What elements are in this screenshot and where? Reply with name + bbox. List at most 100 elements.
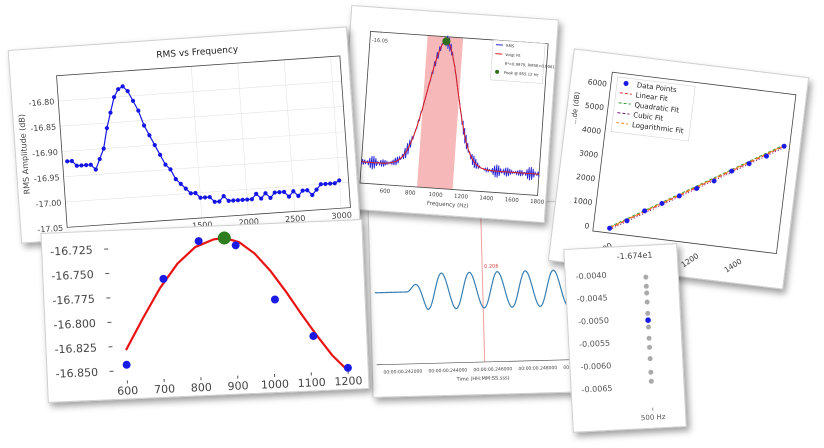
rms-data-point <box>240 197 245 202</box>
x-tick-label: 2500 <box>285 214 306 224</box>
time-waveform-card: 0.206 00:00:00.242000 00:00:00.244000 00:00… <box>367 200 597 398</box>
x-axis-line <box>376 358 591 366</box>
legend-swatch <box>619 92 632 95</box>
rms-data-point <box>141 123 147 128</box>
rms-data-point <box>286 194 292 199</box>
x-tick-label: 600 <box>379 188 390 195</box>
log-fit-line <box>609 145 785 229</box>
y-tick-label: -16.850 <box>55 366 98 381</box>
rms-data-point <box>130 98 136 103</box>
x-tick-label: 2000 <box>238 217 259 227</box>
y-tick-label: -0.0040 <box>575 271 606 282</box>
rms-data-point <box>108 110 113 115</box>
legend-label: Linear Fit <box>635 91 668 103</box>
grid-line <box>58 80 342 102</box>
x-tick-label: 1400 <box>723 256 744 274</box>
rms-data-point <box>79 163 84 168</box>
data-point <box>676 193 682 199</box>
legend-swatch <box>495 69 500 74</box>
rms-data-point <box>291 189 296 194</box>
x-tick-label: 600 <box>117 384 139 398</box>
rms-data-point <box>152 142 157 148</box>
x-tick-label: 1800 <box>530 199 545 206</box>
data-point <box>644 299 650 305</box>
highlighted-band <box>417 35 464 190</box>
data-point <box>645 324 651 330</box>
rms-data-point <box>217 199 222 204</box>
rms-data-point <box>310 192 315 198</box>
data-point <box>694 185 700 191</box>
rms-data-point <box>226 198 231 203</box>
plot-frame <box>56 55 351 228</box>
rms-data-point <box>173 177 178 182</box>
rms-data-point <box>116 87 121 92</box>
x-axis-label: Time (HH:MM:SS.sss) <box>456 375 510 382</box>
data-point <box>659 200 665 206</box>
y-tick-label: 3000 <box>579 148 599 159</box>
fits-comparison-chart: 0100020003000400050006000800100012001400… <box>570 71 797 275</box>
rms-data-point <box>202 195 208 200</box>
data-point <box>309 332 318 341</box>
rms-data-point <box>69 158 74 164</box>
data-point <box>343 363 352 372</box>
data-point <box>645 310 651 316</box>
legend-swatch <box>623 80 629 86</box>
y-tick-label: 4000 <box>581 125 601 136</box>
plot-frame <box>359 30 549 196</box>
grid-line <box>65 181 349 203</box>
data-point <box>122 360 131 369</box>
y-tick-label: -0.0065 <box>581 384 612 395</box>
y-tick-label: -16.800 <box>53 317 96 332</box>
legend-label: Peak @ 855.12 Hz <box>504 70 539 77</box>
x-tick-label: 3000 <box>331 210 352 220</box>
rms-data-point <box>101 146 106 151</box>
data-point <box>781 143 787 149</box>
y-tick-label: -16.750 <box>51 268 94 283</box>
rms-data-point <box>323 181 328 187</box>
rms-data-point <box>259 196 264 201</box>
y-tick-label: 0 <box>584 221 590 231</box>
rms-data-point <box>198 195 203 200</box>
rms-data-point <box>104 125 109 131</box>
x-tick-label: 1100 <box>297 376 326 390</box>
data-point <box>643 274 649 280</box>
x-tick-label: 1200 <box>454 194 469 201</box>
x-tick-label: 1000 <box>428 192 443 199</box>
y-tick-label: -0.0055 <box>579 339 610 350</box>
fit-curve <box>125 236 349 372</box>
data-point <box>643 283 649 289</box>
rms-data-point <box>188 191 193 196</box>
x-tick-label: 1600 <box>504 197 519 204</box>
peak-marker <box>442 37 451 46</box>
data-point <box>746 161 752 167</box>
rms-data-point <box>314 187 319 192</box>
rms-data-point <box>281 189 287 194</box>
data-point <box>624 218 630 224</box>
rms-data-point <box>183 186 188 191</box>
rms-data-point <box>296 193 301 199</box>
rms-data-point <box>97 156 102 162</box>
rms-data-point <box>268 195 273 201</box>
rms-data-point <box>337 178 342 183</box>
rms-data-point <box>221 194 226 199</box>
plot-frame <box>592 71 797 255</box>
y-tick-label: -16.90 <box>32 148 58 159</box>
data-point <box>763 153 769 159</box>
time-waveform-chart: 0.206 00:00:00.242000 00:00:00.244000 00:00… <box>374 200 596 383</box>
grid-line <box>61 131 346 152</box>
y-tick-label: 2000 <box>576 172 596 183</box>
peak-zoom-chart: -16.725 -16.750 -16.775 -16.800 -16.825 -16.8… <box>50 231 363 398</box>
x-tick-label: 1000 <box>261 377 290 391</box>
data-point <box>270 295 279 304</box>
chart-title: RMS vs Frequency <box>156 45 239 61</box>
rms-data-point <box>305 188 310 193</box>
rms-data-point <box>93 167 98 172</box>
rms-data-point <box>125 88 130 94</box>
time-cursor <box>479 200 486 362</box>
x-tick-label: 900 <box>227 379 249 393</box>
rms-data-point <box>163 162 168 167</box>
y-tick-label: 5000 <box>584 101 604 112</box>
rms-data-point <box>231 198 236 203</box>
peak-zoom-card: -16.725 -16.750 -16.775 -16.800 -16.825 -16.8… <box>40 219 370 403</box>
data-point <box>648 378 654 384</box>
